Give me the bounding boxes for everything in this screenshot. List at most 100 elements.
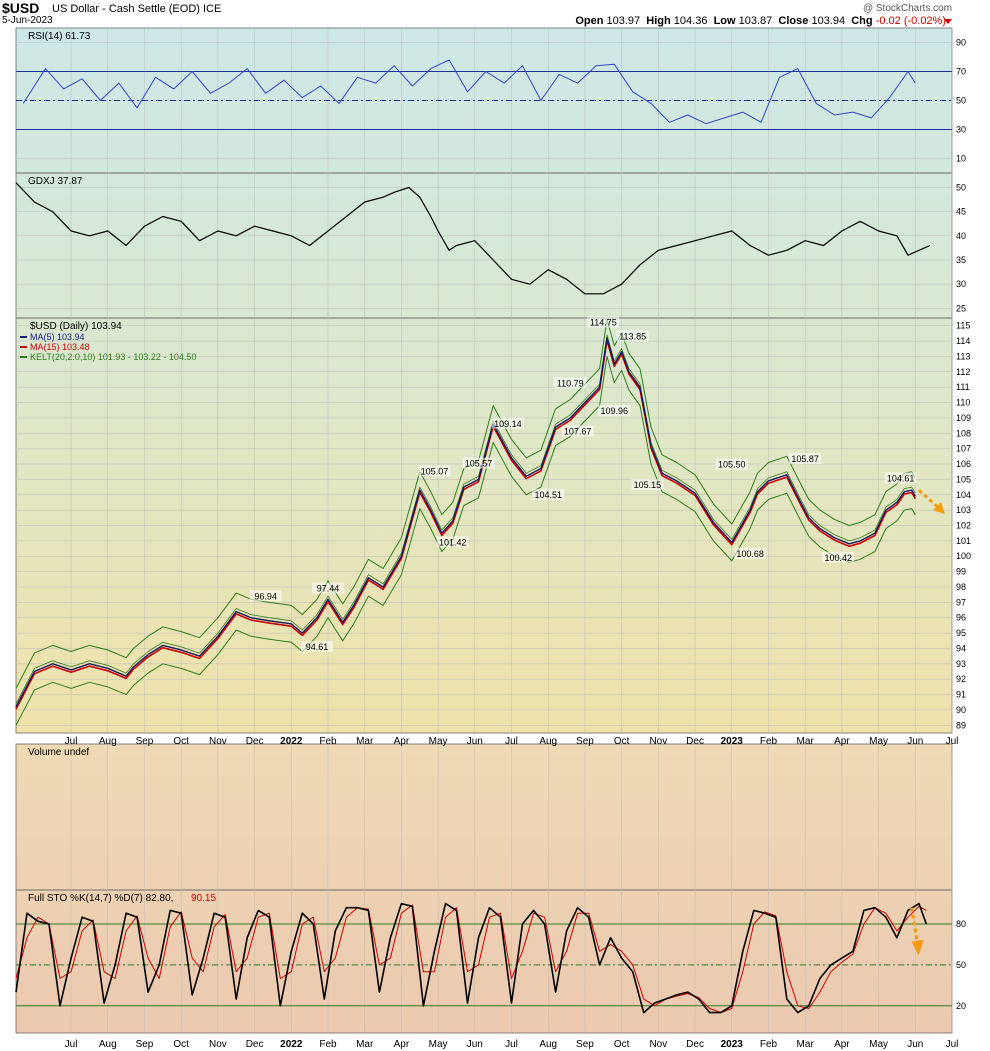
y-tick-label: 45 (956, 207, 966, 217)
month-tick-label: Mar (356, 1039, 374, 1050)
price-annotation: 101.42 (439, 537, 467, 547)
upper-panel-bg (16, 28, 952, 733)
month-tick-label: Dec (686, 1039, 704, 1050)
annotation-bg (561, 425, 594, 437)
month-tick-label: Sep (136, 1039, 154, 1050)
month-tick-label: Oct (173, 1039, 189, 1050)
chg-value: -0.02 (-0.02%) (875, 15, 946, 27)
month-tick-label: 2023 (721, 1039, 744, 1050)
month-tick-label: May (429, 1039, 448, 1050)
month-tick-label: Jul (505, 736, 518, 747)
low-label: Low (713, 15, 736, 27)
month-tick-label: Dec (686, 736, 704, 747)
y-tick-label: 109 (956, 413, 971, 423)
price-title: $USD (Daily) 103.94 (30, 321, 122, 332)
annotation-bg (631, 479, 664, 491)
price-annotation: 100.68 (736, 549, 764, 559)
month-tick-label: Sep (136, 736, 154, 747)
price-annotation: 105.57 (465, 459, 493, 469)
y-tick-label: 110 (956, 398, 970, 408)
panel-backgrounds (15, 27, 953, 1034)
month-tick-label: Dec (246, 736, 264, 747)
month-tick-label: Feb (760, 1039, 778, 1050)
month-tick-label: 2022 (280, 1039, 303, 1050)
month-tick-label: Feb (760, 736, 778, 747)
month-tick-label: 2023 (721, 736, 744, 747)
rsi-title: RSI(14) 61.73 (28, 31, 91, 42)
price-annotation: 113.85 (619, 331, 646, 341)
y-tick-label: 114 (956, 336, 970, 346)
month-tick-label: Apr (834, 736, 850, 747)
stoch-down-arrow-icon (910, 907, 920, 944)
month-tick-label: Mar (356, 736, 374, 747)
ohlc-readout: Open 103.97 High 104.36 Low 103.87 Close… (575, 15, 946, 27)
annotation-bg (884, 472, 917, 484)
lower-panel-bg (16, 744, 952, 1033)
y-tick-label: 35 (956, 255, 966, 265)
month-tick-label: Jul (946, 1039, 959, 1050)
annotation-bg (587, 316, 620, 328)
y-tick-label: 112 (956, 367, 970, 377)
annotation-bg (491, 417, 524, 429)
annotation-bg (598, 405, 631, 417)
y-tick-label: 50 (956, 183, 966, 193)
y-tick-label: 105 (956, 474, 971, 484)
annotation-bg (616, 330, 649, 342)
y-tick-label: 99 (956, 567, 966, 577)
month-tick-label: Jun (907, 736, 923, 747)
keltner-middle-line (15, 334, 916, 704)
price-annotation: 105.15 (634, 480, 662, 490)
keltner-upper-band (15, 319, 916, 689)
month-tick-label: Aug (99, 736, 117, 747)
month-tick-label: Nov (649, 1039, 667, 1050)
y-tick-label: 93 (956, 659, 966, 669)
y-tick-label: 101 (956, 536, 971, 546)
annotation-bg (249, 590, 282, 602)
y-tick-label: 50 (956, 960, 966, 970)
annotation-bg (462, 457, 495, 469)
month-tick-label: Mar (797, 1039, 815, 1050)
month-tick-label: Jul (505, 1039, 518, 1050)
month-tick-label: May (869, 1039, 888, 1050)
close-label: Close (778, 15, 809, 27)
close-value: 103.94 (811, 15, 846, 27)
annotation-bg (418, 465, 451, 477)
month-tick-label: Oct (614, 736, 630, 747)
month-tick-label: Jun (907, 1039, 923, 1050)
month-tick-label: Nov (209, 1039, 227, 1050)
month-tick-label: Feb (319, 736, 337, 747)
price-annotation: 110.79 (557, 378, 584, 388)
y-tick-label: 91 (956, 690, 966, 700)
labels-layer: Jul Jul Aug Aug Sep Sep Oct Oct Nov Nov Dec Dec 2022… (20, 31, 971, 1050)
month-tick-label: Nov (649, 736, 667, 747)
open-value: 103.97 (606, 15, 641, 27)
price-annotation: 100.42 (824, 553, 852, 563)
y-tick-label: 111 (956, 382, 970, 392)
y-tick-label: 100 (956, 551, 971, 561)
month-tick-label: Dec (246, 1039, 264, 1050)
y-tick-label: 94 (956, 643, 966, 653)
instrument-name: US Dollar - Cash Settle (EOD) ICE (52, 3, 222, 15)
series-layer (15, 59, 945, 1014)
price-annotation: 104.51 (534, 490, 562, 500)
month-tick-label: May (869, 736, 888, 747)
month-tick-label: Aug (539, 1039, 557, 1050)
y-tick-label: 50 (956, 96, 966, 106)
month-tick-label: Nov (209, 736, 227, 747)
stoch-arrow-head-icon (911, 939, 924, 956)
annotation-bg (789, 453, 822, 465)
y-tick-label: 107 (956, 444, 971, 454)
legend-entry: KELT(20,2.0,10) 101.93 - 103.22 - 104.50 (30, 352, 196, 362)
price-annotation: 94.61 (306, 642, 329, 652)
y-tick-label: 30 (956, 125, 966, 135)
month-tick-label: Sep (576, 736, 594, 747)
copyright: @ StockCharts.com (862, 3, 952, 14)
price-annotation: 114.75 (590, 318, 617, 328)
y-tick-label: 90 (956, 705, 966, 715)
low-value: 103.87 (738, 15, 773, 27)
month-tick-label: Jul (65, 736, 78, 747)
annotation-bg (532, 488, 565, 500)
month-tick-label: Feb (319, 1039, 337, 1050)
y-tick-label: 106 (956, 459, 971, 469)
month-tick-label: Mar (797, 736, 815, 747)
